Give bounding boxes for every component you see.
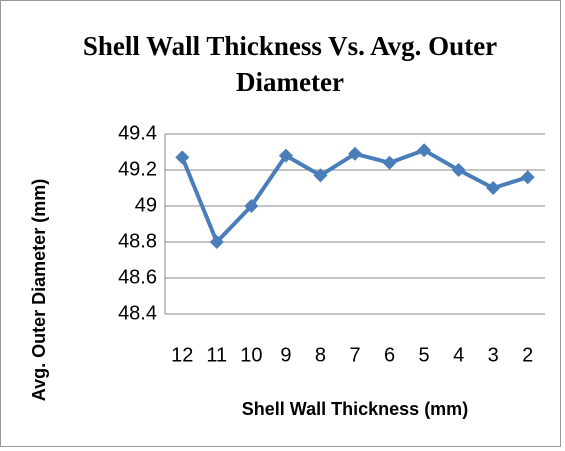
y-tick-label: 48.4 (118, 302, 157, 324)
y-axis-label: Avg. Outer Diameter (mm) (29, 179, 49, 401)
y-tick-label: 49.2 (118, 158, 157, 180)
data-point (451, 163, 466, 177)
data-point (244, 199, 259, 213)
data-point (313, 168, 328, 183)
x-axis-label: Shell Wall Thickness (mm) (242, 399, 468, 419)
x-tick-label: 9 (280, 344, 291, 366)
y-tick-label: 49.4 (118, 122, 157, 144)
chart-title: Shell Wall Thickness Vs. Avg. Outer Diam… (82, 31, 498, 97)
data-line (180, 148, 529, 244)
x-tick-label: 10 (240, 344, 262, 366)
x-tick-label: 4 (453, 344, 464, 366)
y-tick-label: 48.6 (118, 266, 157, 288)
data-point (486, 181, 501, 195)
data-point (417, 143, 432, 158)
x-tick-label: 5 (419, 344, 430, 366)
x-tick-label: 12 (171, 344, 193, 366)
data-point (348, 146, 362, 161)
x-tick-label: 6 (384, 344, 395, 366)
x-tick-label: 11 (206, 344, 227, 366)
data-point (520, 170, 535, 185)
y-tick-label: 48.8 (118, 230, 157, 252)
data-point (278, 148, 293, 163)
data-point (382, 155, 397, 170)
y-tick-label: 49 (135, 194, 157, 216)
x-tick-label: 7 (349, 344, 360, 366)
data-point (175, 150, 190, 165)
x-tick-label: 3 (488, 344, 499, 366)
x-tick-label: 8 (315, 344, 326, 366)
x-tick-label: 2 (522, 344, 533, 366)
data-point (209, 235, 224, 249)
